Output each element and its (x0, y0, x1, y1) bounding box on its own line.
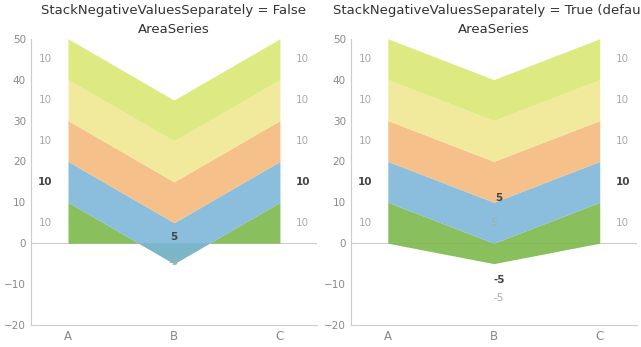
Text: 10: 10 (359, 95, 372, 105)
Text: 10: 10 (359, 54, 372, 64)
Text: 10: 10 (38, 177, 52, 187)
Text: 10: 10 (358, 177, 372, 187)
Text: 5: 5 (495, 193, 503, 203)
Text: 10: 10 (39, 218, 52, 228)
Title: StackNegativeValuesSeparately = False
AreaSeries: StackNegativeValuesSeparately = False Ar… (42, 4, 306, 36)
Text: 10: 10 (296, 95, 309, 105)
Text: 10: 10 (359, 218, 372, 228)
Text: 5: 5 (171, 232, 178, 242)
Text: 10: 10 (615, 177, 630, 187)
Text: 10: 10 (296, 218, 309, 228)
Text: 10: 10 (615, 54, 629, 64)
Text: -5: -5 (169, 257, 179, 268)
Text: 10: 10 (296, 136, 309, 146)
Text: -5: -5 (494, 275, 505, 285)
Text: 10: 10 (615, 136, 629, 146)
Text: 10: 10 (296, 54, 309, 64)
Text: 10: 10 (39, 95, 52, 105)
Text: 10: 10 (359, 136, 372, 146)
Text: -5: -5 (494, 294, 504, 303)
Text: 10: 10 (296, 177, 310, 187)
Title: StackNegativeValuesSeparately = True (default)
AreaSeries: StackNegativeValuesSeparately = True (de… (333, 4, 641, 36)
Text: 10: 10 (615, 218, 629, 228)
Text: 10: 10 (39, 136, 52, 146)
Text: 5: 5 (490, 218, 497, 228)
Text: 10: 10 (39, 54, 52, 64)
Text: 10: 10 (615, 95, 629, 105)
